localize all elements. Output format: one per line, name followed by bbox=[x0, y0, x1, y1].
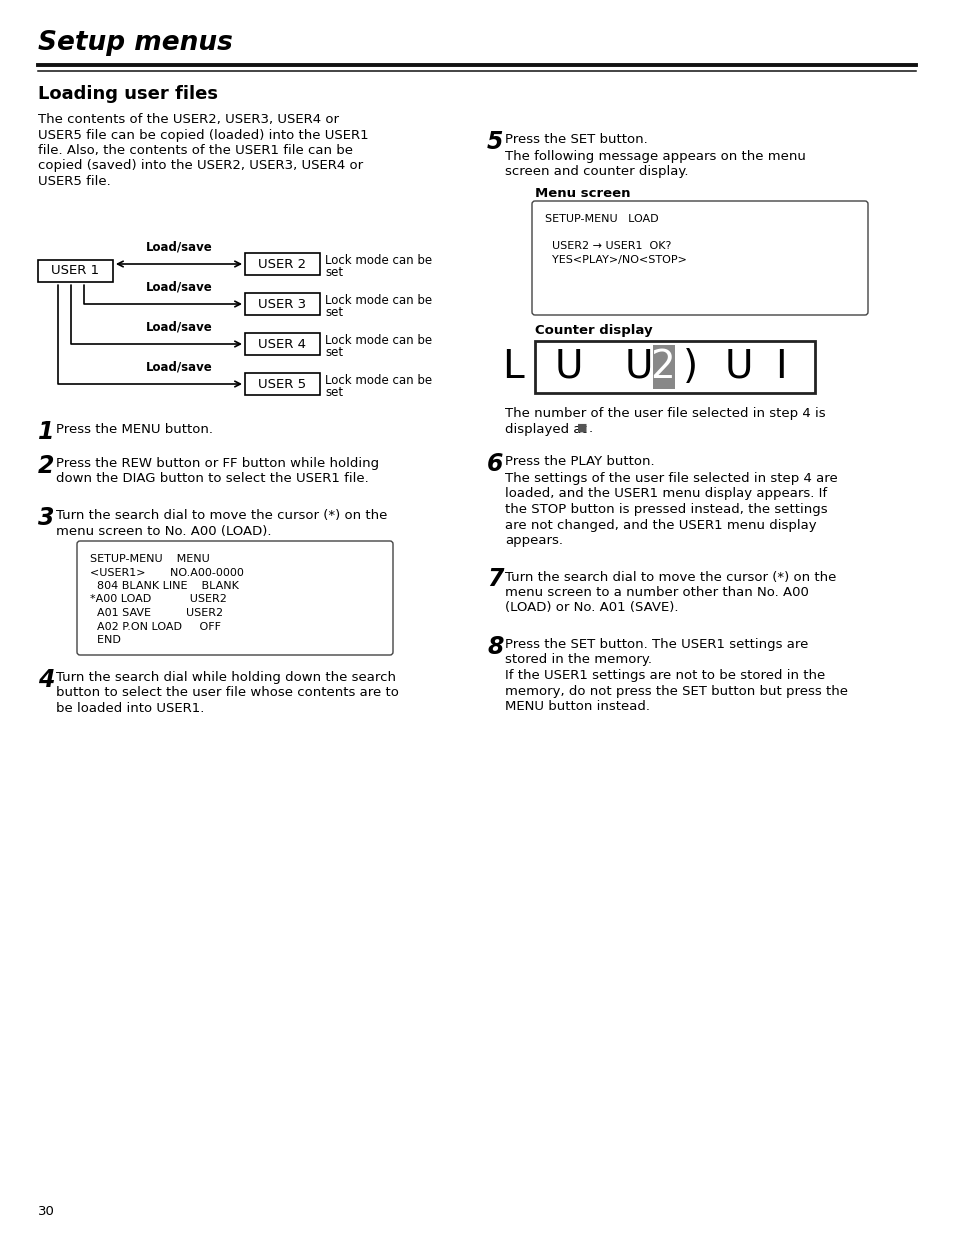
Text: 2: 2 bbox=[649, 348, 674, 387]
FancyBboxPatch shape bbox=[535, 341, 814, 393]
Text: Turn the search dial to move the cursor (*) on the: Turn the search dial to move the cursor … bbox=[56, 509, 387, 522]
Text: 7: 7 bbox=[486, 568, 503, 592]
Text: USER2 → USER1  OK?: USER2 → USER1 OK? bbox=[544, 241, 671, 251]
Text: U: U bbox=[724, 348, 753, 387]
Text: U: U bbox=[624, 348, 653, 387]
Text: Load/save: Load/save bbox=[146, 241, 213, 254]
Text: U: U bbox=[555, 348, 583, 387]
Text: screen and counter display.: screen and counter display. bbox=[504, 165, 688, 179]
Text: END: END bbox=[90, 635, 121, 645]
Text: Load/save: Load/save bbox=[146, 282, 213, 294]
Text: ■: ■ bbox=[577, 422, 587, 432]
Text: Load/save: Load/save bbox=[146, 321, 213, 333]
Text: Turn the search dial to move the cursor (*) on the: Turn the search dial to move the cursor … bbox=[504, 571, 836, 583]
FancyBboxPatch shape bbox=[245, 373, 319, 395]
FancyBboxPatch shape bbox=[38, 261, 112, 282]
Text: SETUP-MENU   LOAD: SETUP-MENU LOAD bbox=[544, 214, 658, 224]
Text: Lock mode can be: Lock mode can be bbox=[325, 333, 432, 347]
Text: USER5 file can be copied (loaded) into the USER1: USER5 file can be copied (loaded) into t… bbox=[38, 128, 368, 142]
Text: 30: 30 bbox=[38, 1205, 55, 1218]
Text: button to select the user file whose contents are to: button to select the user file whose con… bbox=[56, 687, 398, 699]
Text: the STOP button is pressed instead, the settings: the STOP button is pressed instead, the … bbox=[504, 503, 827, 516]
Text: USER 5: USER 5 bbox=[258, 378, 306, 390]
Text: set: set bbox=[325, 387, 343, 399]
FancyBboxPatch shape bbox=[532, 201, 867, 315]
Text: loaded, and the USER1 menu display appears. If: loaded, and the USER1 menu display appea… bbox=[504, 488, 826, 500]
Text: The following message appears on the menu: The following message appears on the men… bbox=[504, 149, 805, 163]
Text: .: . bbox=[588, 422, 592, 436]
Text: Loading user files: Loading user files bbox=[38, 85, 218, 103]
Text: set: set bbox=[325, 306, 343, 319]
Text: ): ) bbox=[682, 348, 698, 387]
Text: be loaded into USER1.: be loaded into USER1. bbox=[56, 701, 204, 715]
Text: Setup menus: Setup menus bbox=[38, 30, 233, 56]
Text: file. Also, the contents of the USER1 file can be: file. Also, the contents of the USER1 fi… bbox=[38, 144, 353, 157]
Text: A02 P.ON LOAD     OFF: A02 P.ON LOAD OFF bbox=[90, 621, 221, 631]
Text: are not changed, and the USER1 menu display: are not changed, and the USER1 menu disp… bbox=[504, 519, 816, 531]
Text: memory, do not press the SET button but press the: memory, do not press the SET button but … bbox=[504, 684, 847, 698]
Text: YES<PLAY>/NO<STOP>: YES<PLAY>/NO<STOP> bbox=[544, 254, 686, 264]
Text: down the DIAG button to select the USER1 file.: down the DIAG button to select the USER1… bbox=[56, 473, 369, 485]
Text: Load/save: Load/save bbox=[146, 361, 213, 374]
Text: 3: 3 bbox=[38, 506, 54, 530]
Text: 2: 2 bbox=[38, 454, 54, 478]
Text: 8: 8 bbox=[486, 635, 503, 659]
Text: 6: 6 bbox=[486, 452, 503, 475]
Text: set: set bbox=[325, 346, 343, 359]
FancyBboxPatch shape bbox=[652, 345, 675, 389]
FancyBboxPatch shape bbox=[77, 541, 393, 655]
Text: Press the SET button.: Press the SET button. bbox=[504, 133, 647, 146]
Text: 1: 1 bbox=[38, 420, 54, 445]
Text: I: I bbox=[774, 348, 786, 387]
Text: Press the SET button. The USER1 settings are: Press the SET button. The USER1 settings… bbox=[504, 638, 807, 651]
Text: The number of the user file selected in step 4 is: The number of the user file selected in … bbox=[504, 408, 824, 420]
Text: If the USER1 settings are not to be stored in the: If the USER1 settings are not to be stor… bbox=[504, 669, 824, 682]
Text: Press the PLAY button.: Press the PLAY button. bbox=[504, 454, 654, 468]
Text: USER 4: USER 4 bbox=[258, 337, 306, 351]
Text: L: L bbox=[501, 348, 523, 387]
FancyBboxPatch shape bbox=[245, 253, 319, 275]
Text: USER 1: USER 1 bbox=[51, 264, 99, 278]
FancyBboxPatch shape bbox=[245, 293, 319, 315]
Text: Lock mode can be: Lock mode can be bbox=[325, 294, 432, 308]
Text: A01 SAVE          USER2: A01 SAVE USER2 bbox=[90, 608, 223, 618]
Text: SETUP-MENU    MENU: SETUP-MENU MENU bbox=[90, 555, 210, 564]
Text: MENU button instead.: MENU button instead. bbox=[504, 700, 649, 713]
Text: 4: 4 bbox=[38, 668, 54, 692]
Text: 804 BLANK LINE    BLANK: 804 BLANK LINE BLANK bbox=[90, 580, 238, 592]
Text: The contents of the USER2, USER3, USER4 or: The contents of the USER2, USER3, USER4 … bbox=[38, 112, 338, 126]
Text: Lock mode can be: Lock mode can be bbox=[325, 254, 432, 267]
Text: *A00 LOAD           USER2: *A00 LOAD USER2 bbox=[90, 594, 227, 604]
Text: USER 3: USER 3 bbox=[258, 298, 306, 310]
Text: Turn the search dial while holding down the search: Turn the search dial while holding down … bbox=[56, 671, 395, 684]
Text: (LOAD) or No. A01 (SAVE).: (LOAD) or No. A01 (SAVE). bbox=[504, 601, 678, 615]
Text: appears.: appears. bbox=[504, 534, 562, 547]
Text: The settings of the user file selected in step 4 are: The settings of the user file selected i… bbox=[504, 472, 837, 485]
Text: displayed at: displayed at bbox=[504, 422, 590, 436]
Text: Press the REW button or FF button while holding: Press the REW button or FF button while … bbox=[56, 457, 378, 471]
Text: 5: 5 bbox=[486, 130, 503, 154]
Text: Menu screen: Menu screen bbox=[535, 186, 630, 200]
Text: USER 2: USER 2 bbox=[258, 258, 306, 270]
Text: set: set bbox=[325, 266, 343, 279]
Text: copied (saved) into the USER2, USER3, USER4 or: copied (saved) into the USER2, USER3, US… bbox=[38, 159, 363, 173]
Text: menu screen to No. A00 (LOAD).: menu screen to No. A00 (LOAD). bbox=[56, 525, 272, 537]
Text: Counter display: Counter display bbox=[535, 324, 652, 337]
Text: Press the MENU button.: Press the MENU button. bbox=[56, 424, 213, 436]
Text: menu screen to a number other than No. A00: menu screen to a number other than No. A… bbox=[504, 585, 808, 599]
FancyBboxPatch shape bbox=[245, 333, 319, 354]
Text: USER5 file.: USER5 file. bbox=[38, 175, 111, 188]
Text: <USER1>       NO.A00-0000: <USER1> NO.A00-0000 bbox=[90, 568, 244, 578]
Text: stored in the memory.: stored in the memory. bbox=[504, 653, 651, 667]
Text: Lock mode can be: Lock mode can be bbox=[325, 374, 432, 387]
